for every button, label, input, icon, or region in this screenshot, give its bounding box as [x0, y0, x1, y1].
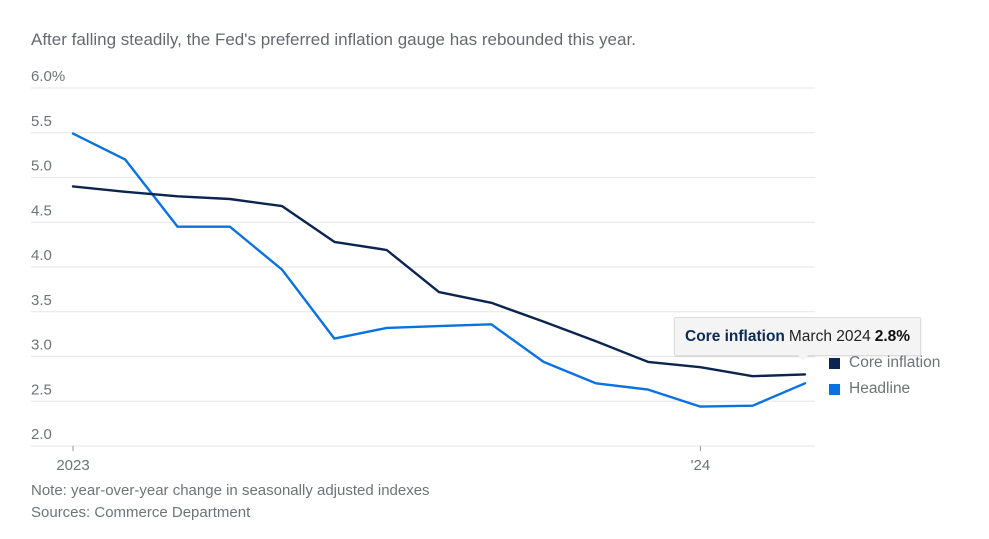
x-axis-ticks: 2023 '24 — [56, 446, 710, 474]
x-tick-label: '24 — [691, 457, 711, 474]
series-lines — [71, 132, 807, 408]
legend-swatch-core — [829, 357, 840, 369]
tooltip-value: 2.8% — [874, 327, 911, 345]
data-tooltip: Core inflation March 2024 2.8% — [674, 317, 922, 356]
chart-subtitle: After falling steadily, the Fed's prefer… — [31, 30, 636, 49]
tooltip-date: March 2024 — [788, 327, 871, 345]
tooltip-pointer — [796, 353, 810, 361]
series-line-headline[interactable] — [71, 132, 807, 408]
y-axis-ticks: 2.0 2.5 3.0 3.5 4.0 4.5 5.0 5.5 6.0% — [31, 68, 65, 443]
y-tick-label: 5.0 — [31, 158, 52, 175]
chart-sources: Sources: Commerce Department — [31, 504, 251, 521]
legend-item-core[interactable]: Core inflation — [829, 350, 940, 376]
y-tick-label: 3.5 — [31, 292, 52, 309]
y-tick-label: 4.5 — [31, 202, 52, 219]
chart-legend: Core inflation Headline — [829, 350, 940, 402]
y-tick-label: 6.0% — [31, 68, 65, 85]
series-line-core-inflation[interactable] — [71, 185, 807, 378]
legend-label-headline: Headline — [849, 380, 911, 397]
legend-swatch-headline — [829, 383, 840, 395]
y-tick-label: 3.0 — [31, 337, 52, 354]
tooltip-series-name: Core inflation — [685, 327, 785, 345]
y-tick-label: 2.5 — [31, 381, 52, 398]
chart-note: Note: year-over-year change in seasonall… — [31, 482, 430, 499]
legend-item-headline[interactable]: Headline — [829, 376, 940, 402]
gridlines — [31, 87, 815, 447]
y-tick-label: 4.0 — [31, 247, 52, 264]
y-tick-label: 5.5 — [31, 113, 52, 130]
legend-label-core: Core inflation — [849, 354, 941, 371]
x-tick-label: 2023 — [56, 457, 89, 474]
y-tick-label: 2.0 — [31, 426, 52, 443]
